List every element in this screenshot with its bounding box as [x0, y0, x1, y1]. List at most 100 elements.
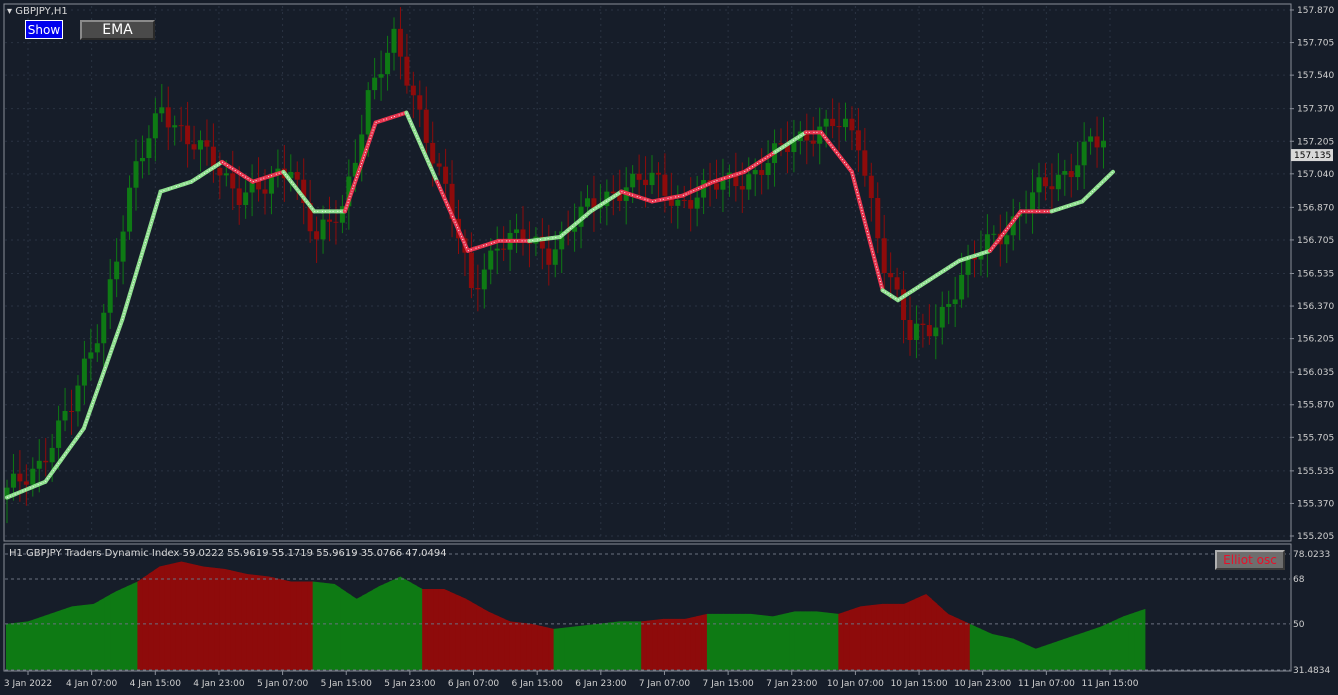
tdi-area-segment	[712, 613, 719, 670]
tdi-area-segment	[142, 573, 149, 670]
candle-body	[443, 166, 449, 184]
ema-segment-highlight	[44, 470, 54, 483]
candle-body	[1062, 171, 1068, 175]
time-tick-label: 4 Jan 15:00	[130, 679, 182, 689]
tdi-area-segment	[350, 595, 357, 670]
candle-body	[752, 170, 758, 175]
current-price-box	[1291, 149, 1333, 162]
ema-segment-highlight	[459, 233, 469, 251]
tdi-area-segment	[630, 621, 637, 670]
tdi-area-segment	[1117, 616, 1124, 670]
candle-body	[881, 238, 887, 274]
candle-body	[972, 256, 977, 260]
candle-body	[417, 95, 423, 110]
tdi-area-segment	[225, 569, 231, 670]
ema-segment	[143, 215, 155, 245]
tdi-area-segment	[975, 626, 982, 670]
candle-body	[688, 200, 694, 209]
tdi-area-segment	[805, 611, 812, 670]
tdi-area-segment	[767, 615, 774, 670]
elliot-osc-button[interactable]: Elliot osc	[1215, 550, 1285, 570]
ema-segment-highlight	[1005, 220, 1014, 232]
tdi-area-segment	[657, 618, 664, 670]
tdi-area-segment	[761, 615, 768, 670]
ema-segment-highlight	[114, 319, 123, 342]
ema-segment-highlight	[60, 449, 69, 461]
tdi-area-segment	[969, 623, 976, 670]
grid	[5, 6, 1290, 540]
show-button[interactable]: Show	[25, 20, 63, 39]
dropdown-icon[interactable]: ▾	[7, 6, 13, 17]
ema-segment	[150, 189, 163, 220]
tdi-area-segment	[690, 616, 697, 670]
candle-body	[468, 252, 474, 289]
candle-body	[559, 231, 565, 250]
time-tick-label: 6 Jan 07:00	[448, 679, 500, 689]
ema-segment-highlight	[452, 216, 461, 234]
ema-segment-highlight	[997, 230, 1006, 242]
candle-body	[410, 85, 416, 96]
tdi-area-segment	[783, 612, 790, 670]
tdi-area-segment	[66, 606, 73, 670]
tdi-area-segment	[865, 605, 872, 670]
tdi-area-segment	[405, 579, 412, 670]
price-tick-label: 156.705	[1297, 236, 1334, 246]
tdi-area-segment	[82, 604, 89, 670]
tdi-area-segment	[915, 596, 921, 670]
candle-body	[243, 192, 249, 206]
candle-body	[984, 234, 990, 255]
tdi-area-segment	[498, 616, 505, 670]
ema-segment-highlight	[444, 198, 453, 217]
ema-segment	[135, 240, 148, 271]
candle-body	[733, 172, 739, 187]
tdi-area-segment	[635, 621, 642, 670]
candle-body	[307, 202, 313, 232]
candle-body	[327, 219, 332, 222]
tdi-area-segment	[471, 602, 478, 670]
candle-body	[520, 229, 526, 243]
time-axis: 3 Jan 2022 4 Jan 07:00 4 Jan 15:00 4 Jan 23…	[4, 671, 1139, 689]
tdi-area-segment	[252, 574, 259, 670]
candle-body	[217, 167, 223, 176]
candle-body	[610, 191, 616, 194]
candle-body	[36, 460, 42, 469]
ema-segment-highlight	[828, 141, 837, 153]
tdi-area-segment	[860, 605, 867, 670]
candle-body	[855, 130, 861, 151]
ema-button[interactable]: EMA	[80, 20, 155, 40]
tdi-area-segment	[591, 623, 598, 670]
tdi-area-segment	[580, 625, 587, 670]
time-tick-label: 10 Jan 15:00	[891, 679, 948, 689]
ema-segment-highlight	[106, 341, 115, 364]
tdi-area-segment	[1084, 630, 1091, 670]
ema-segment-highlight	[298, 191, 307, 202]
candle-body	[372, 77, 378, 91]
candle-body	[139, 157, 145, 162]
tdi-area-segment	[586, 624, 593, 670]
tdi-area-segment	[411, 582, 418, 670]
tdi-area-segment	[1057, 639, 1064, 670]
tdi-area-segment	[493, 613, 500, 670]
candle-body	[223, 173, 229, 176]
tdi-area-segment	[77, 605, 84, 670]
candle-body	[230, 173, 236, 189]
tdi-area-segment	[1090, 628, 1097, 670]
candle-body	[739, 186, 745, 190]
tdi-area-segment	[186, 562, 193, 670]
tdi-area-segment	[756, 614, 763, 670]
ema-segment-highlight	[83, 406, 92, 429]
candle-body	[30, 468, 36, 485]
time-tick-label: 10 Jan 23:00	[954, 679, 1011, 689]
price-tick-label: 156.370	[1297, 302, 1334, 312]
candle-body	[868, 175, 874, 199]
symbol-label[interactable]: ▾ GBPJPY,H1	[7, 6, 68, 17]
ema-segment-highlight	[843, 161, 853, 173]
ema-line	[5, 110, 1115, 500]
ema-segment-highlight	[68, 438, 77, 451]
ema-segment-highlight	[436, 181, 446, 200]
candle-body	[514, 229, 520, 233]
tdi-area-segment	[750, 613, 757, 670]
candle-body	[346, 176, 352, 207]
tdi-area-segment	[235, 571, 242, 670]
